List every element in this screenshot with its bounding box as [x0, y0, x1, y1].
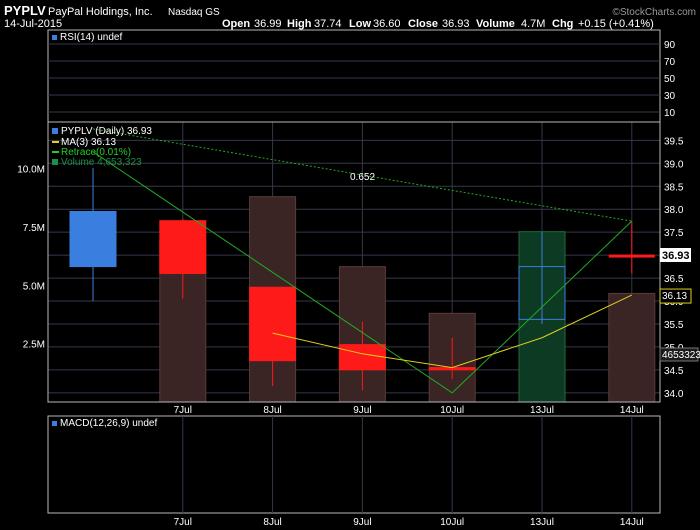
price-tick: 37.5 [664, 228, 684, 239]
x-tick-label: 8Jul [263, 517, 281, 528]
price-tick: 39.5 [664, 136, 684, 147]
chart-date: 14-Jul-2015 [4, 18, 62, 30]
x-tick-label: 13Jul [530, 405, 554, 416]
rsi-tick: 90 [664, 40, 676, 51]
volume-bar [608, 292, 656, 403]
legend-symbol: PYPLV (Daily) 36.93 [61, 126, 152, 137]
price-tick: 38.0 [664, 205, 684, 216]
volume-value: 4.7M [521, 18, 545, 30]
x-tick-label: 8Jul [263, 405, 281, 416]
volume-label: Volume [476, 18, 515, 30]
rsi-legend-swatch [52, 35, 57, 40]
close-label: Close [408, 18, 438, 30]
x-axis-labels-bottom: 7Jul 8Jul 9Jul 10Jul 13Jul 14Jul [174, 517, 644, 528]
chart-exchange: Nasdaq GS [168, 7, 220, 18]
rsi-label: RSI(14) undef [60, 32, 122, 43]
candles [69, 167, 655, 391]
x-tick-label: 14Jul [620, 405, 644, 416]
chg-value: +0.15 (+0.41%) [578, 18, 654, 30]
candle-body [159, 220, 207, 274]
volume-tick: 7.5M [23, 223, 45, 234]
legend-swatch [52, 159, 58, 165]
x-tick-label: 7Jul [174, 405, 192, 416]
high-label: High [287, 18, 312, 30]
macd-x-gridlines [182, 416, 633, 513]
x-axis-labels: 7Jul 8Jul 9Jul 10Jul 13Jul 14Jul [174, 405, 644, 416]
candle-body [518, 266, 566, 320]
legend-retrace: Retrace(0.01%) [61, 147, 131, 158]
macd-label: MACD(12,26,9) undef [60, 418, 157, 429]
x-tick-label: 10Jul [440, 517, 464, 528]
volume-tag-bg [659, 347, 699, 362]
x-tick-label: 14Jul [620, 517, 644, 528]
retrace-dashed-line [92, 128, 632, 222]
ma-tag: 36.13 [662, 291, 687, 302]
legend-ma: MA(3) 36.13 [61, 137, 116, 148]
open-label: Open [222, 18, 250, 30]
price-tick: 34.0 [664, 389, 684, 400]
rsi-tick: 50 [664, 74, 676, 85]
price-legend: PYPLV (Daily) 36.93 MA(3) 36.13 Retrace(… [52, 126, 152, 168]
last-price-tag-bg [660, 248, 691, 262]
volume-ticks: 10.0M 7.5M 5.0M 2.5M [17, 165, 45, 351]
x-tick-label: 13Jul [530, 517, 554, 528]
volume-tick: 5.0M [23, 281, 45, 292]
candle-body [338, 344, 386, 371]
macd-legend-swatch [52, 421, 57, 426]
last-price-tag: 36.93 [662, 250, 690, 262]
low-value: 36.60 [373, 18, 401, 30]
chart-company: PayPal Holdings, Inc. [48, 6, 153, 18]
macd-panel [47, 415, 661, 514]
x-tick-label: 9Jul [353, 517, 371, 528]
price-tick: 35.5 [664, 320, 684, 331]
rsi-tick: 30 [664, 91, 676, 102]
x-tick-label: 10Jul [440, 405, 464, 416]
legend-swatch [52, 128, 58, 134]
candle-body [249, 286, 297, 362]
price-tick: 36.5 [664, 274, 684, 285]
price-tick: 38.5 [664, 182, 684, 193]
volume-bars [159, 196, 656, 403]
volume-tag: 4653323 [662, 350, 700, 361]
rsi-tick: 10 [664, 108, 676, 119]
volume-tick: 10.0M [17, 165, 45, 176]
price-tick: 34.5 [664, 366, 684, 377]
chg-label: Chg [552, 18, 573, 30]
legend-volume: Volume 4,653,323 [61, 157, 142, 168]
rsi-gridlines [48, 43, 660, 113]
candle-body [69, 211, 117, 268]
close-value: 36.93 [442, 18, 470, 30]
ma3-line [272, 294, 633, 369]
chart-symbol: PYPLV [4, 3, 46, 18]
rsi-tick: 70 [664, 57, 676, 68]
retrace-line [92, 151, 633, 394]
volume-tick: 2.5M [23, 340, 45, 351]
candle-body [608, 254, 655, 258]
x-tick-label: 9Jul [353, 405, 371, 416]
ma-tag-bg [659, 288, 692, 304]
watermark: ©StockCharts.com [612, 7, 696, 18]
retrace-ratio-label: 0.652 [350, 172, 375, 183]
open-value: 36.99 [254, 18, 282, 30]
high-value: 37.74 [314, 18, 342, 30]
x-tick-label: 7Jul [174, 517, 192, 528]
price-tick: 39.0 [664, 159, 684, 170]
low-label: Low [349, 18, 371, 30]
